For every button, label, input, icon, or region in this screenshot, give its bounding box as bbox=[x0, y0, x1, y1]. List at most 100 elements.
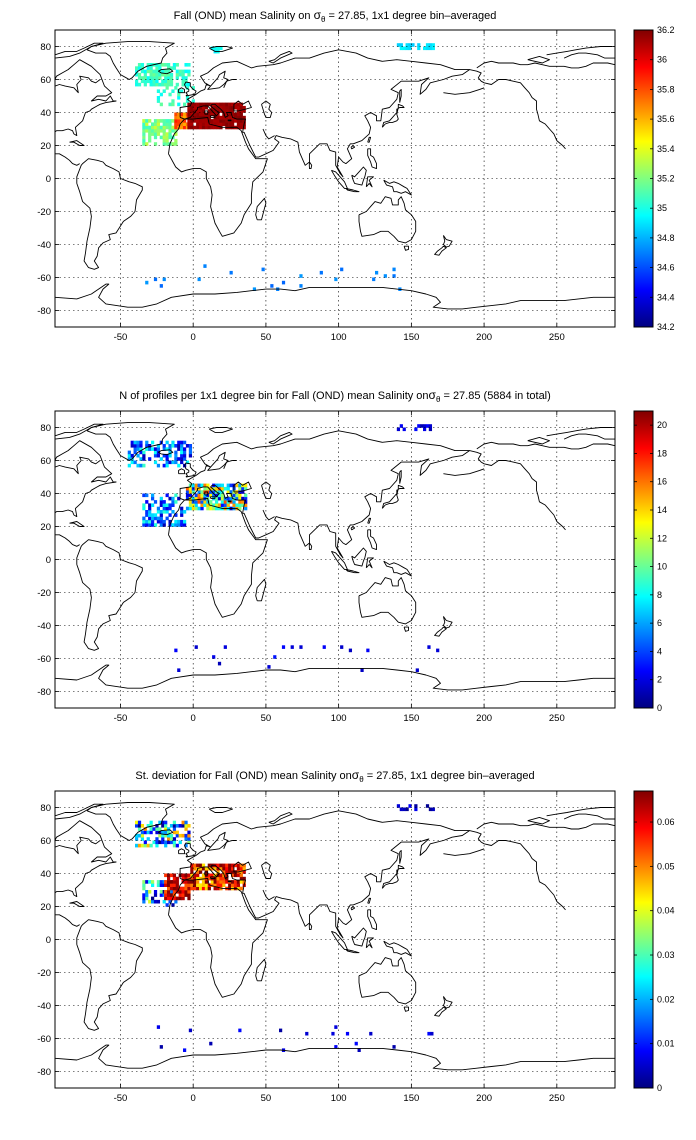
data-cell bbox=[162, 444, 166, 448]
coastline bbox=[268, 812, 293, 825]
title-subscript: θ bbox=[359, 775, 364, 784]
data-cell bbox=[175, 69, 179, 74]
coastline bbox=[255, 197, 267, 221]
data-cell bbox=[201, 112, 206, 117]
data-cell bbox=[236, 119, 241, 123]
data-cell bbox=[239, 870, 243, 874]
data-cell bbox=[238, 483, 242, 488]
data-cell bbox=[178, 69, 182, 74]
data-cell bbox=[181, 833, 185, 838]
data-cell bbox=[165, 447, 169, 451]
data-cell bbox=[175, 824, 179, 828]
x-tick-label: 200 bbox=[476, 332, 492, 343]
colorbar-tick-label: 35.4 bbox=[657, 144, 675, 154]
data-cell bbox=[345, 1031, 350, 1036]
colorbar-tick-label: 0.03 bbox=[657, 950, 675, 960]
data-cell bbox=[213, 125, 217, 130]
data-cell bbox=[212, 493, 216, 498]
data-cell bbox=[143, 840, 147, 845]
data-cell bbox=[244, 496, 248, 501]
data-cell bbox=[130, 460, 134, 465]
data-cell bbox=[334, 1045, 338, 1049]
data-cell bbox=[199, 125, 203, 130]
coastline bbox=[158, 449, 174, 456]
coastline bbox=[442, 996, 453, 1009]
data-cell bbox=[174, 138, 178, 143]
data-cell bbox=[168, 122, 172, 126]
coastline bbox=[563, 52, 615, 59]
data-cell bbox=[165, 460, 169, 465]
data-cell bbox=[151, 493, 155, 498]
y-tick-label: 60 bbox=[40, 836, 51, 847]
data-cell bbox=[158, 820, 162, 825]
data-cell bbox=[197, 506, 201, 511]
data-cell bbox=[148, 132, 152, 136]
coastline bbox=[308, 542, 313, 551]
data-cell bbox=[167, 880, 171, 884]
data-cell bbox=[135, 82, 139, 87]
data-cell bbox=[177, 519, 181, 524]
data-cell bbox=[188, 447, 193, 451]
data-cell bbox=[136, 447, 140, 451]
data-cell bbox=[145, 280, 149, 285]
data-cell bbox=[174, 450, 178, 455]
data-cell bbox=[162, 135, 166, 140]
data-cell bbox=[219, 122, 223, 126]
y-tick-label: 80 bbox=[40, 423, 51, 434]
data-cell bbox=[174, 444, 178, 448]
data-cell bbox=[137, 824, 142, 828]
data-cell bbox=[372, 277, 376, 282]
coastline bbox=[227, 119, 232, 122]
data-cell bbox=[165, 122, 169, 126]
data-cell bbox=[142, 450, 146, 455]
data-cell bbox=[194, 493, 198, 498]
data-cell bbox=[216, 886, 220, 891]
title-text-part: N of profiles per 1x1 degree bin for Fal… bbox=[119, 390, 428, 402]
data-cell bbox=[127, 463, 131, 468]
data-cell bbox=[322, 645, 326, 649]
coastline bbox=[178, 87, 185, 94]
data-cell bbox=[184, 82, 188, 87]
data-cell bbox=[190, 125, 194, 130]
data-cell bbox=[159, 519, 163, 524]
coastline bbox=[381, 864, 405, 889]
coastline bbox=[403, 245, 409, 251]
data-cell bbox=[194, 483, 198, 488]
data-cell bbox=[159, 135, 163, 140]
y-tick-label: -40 bbox=[37, 621, 51, 632]
data-cell bbox=[139, 447, 143, 451]
data-cell bbox=[172, 843, 177, 848]
y-tick-label: -20 bbox=[37, 588, 51, 599]
data-cell bbox=[139, 440, 143, 445]
data-cell bbox=[236, 115, 241, 120]
data-cell bbox=[396, 43, 401, 47]
x-tick-label: 100 bbox=[331, 713, 347, 724]
coastline bbox=[442, 616, 453, 629]
data-cell bbox=[162, 463, 166, 468]
data-cell bbox=[207, 119, 211, 123]
x-tick-label: -50 bbox=[114, 1093, 128, 1104]
data-cell bbox=[169, 82, 174, 87]
data-cell bbox=[241, 496, 245, 501]
data-cell bbox=[212, 486, 216, 491]
data-cell bbox=[168, 119, 172, 123]
y-tick-label: -20 bbox=[37, 207, 51, 218]
coastline bbox=[399, 849, 402, 864]
data-cell bbox=[162, 277, 166, 282]
data-cell bbox=[146, 79, 150, 84]
data-cell bbox=[190, 866, 194, 871]
data-cell bbox=[169, 886, 174, 891]
data-cell bbox=[233, 115, 238, 120]
data-cell bbox=[185, 86, 190, 90]
data-cell bbox=[190, 880, 194, 884]
data-cell bbox=[210, 880, 214, 884]
data-cell bbox=[153, 523, 158, 527]
data-cell bbox=[244, 486, 248, 491]
data-cell bbox=[217, 503, 222, 507]
data-cell bbox=[180, 119, 184, 123]
data-cells bbox=[135, 804, 435, 1052]
colorbar-tick-label: 4 bbox=[657, 646, 662, 656]
coastline bbox=[255, 578, 267, 602]
data-cell bbox=[140, 66, 145, 70]
data-cell bbox=[148, 899, 152, 904]
